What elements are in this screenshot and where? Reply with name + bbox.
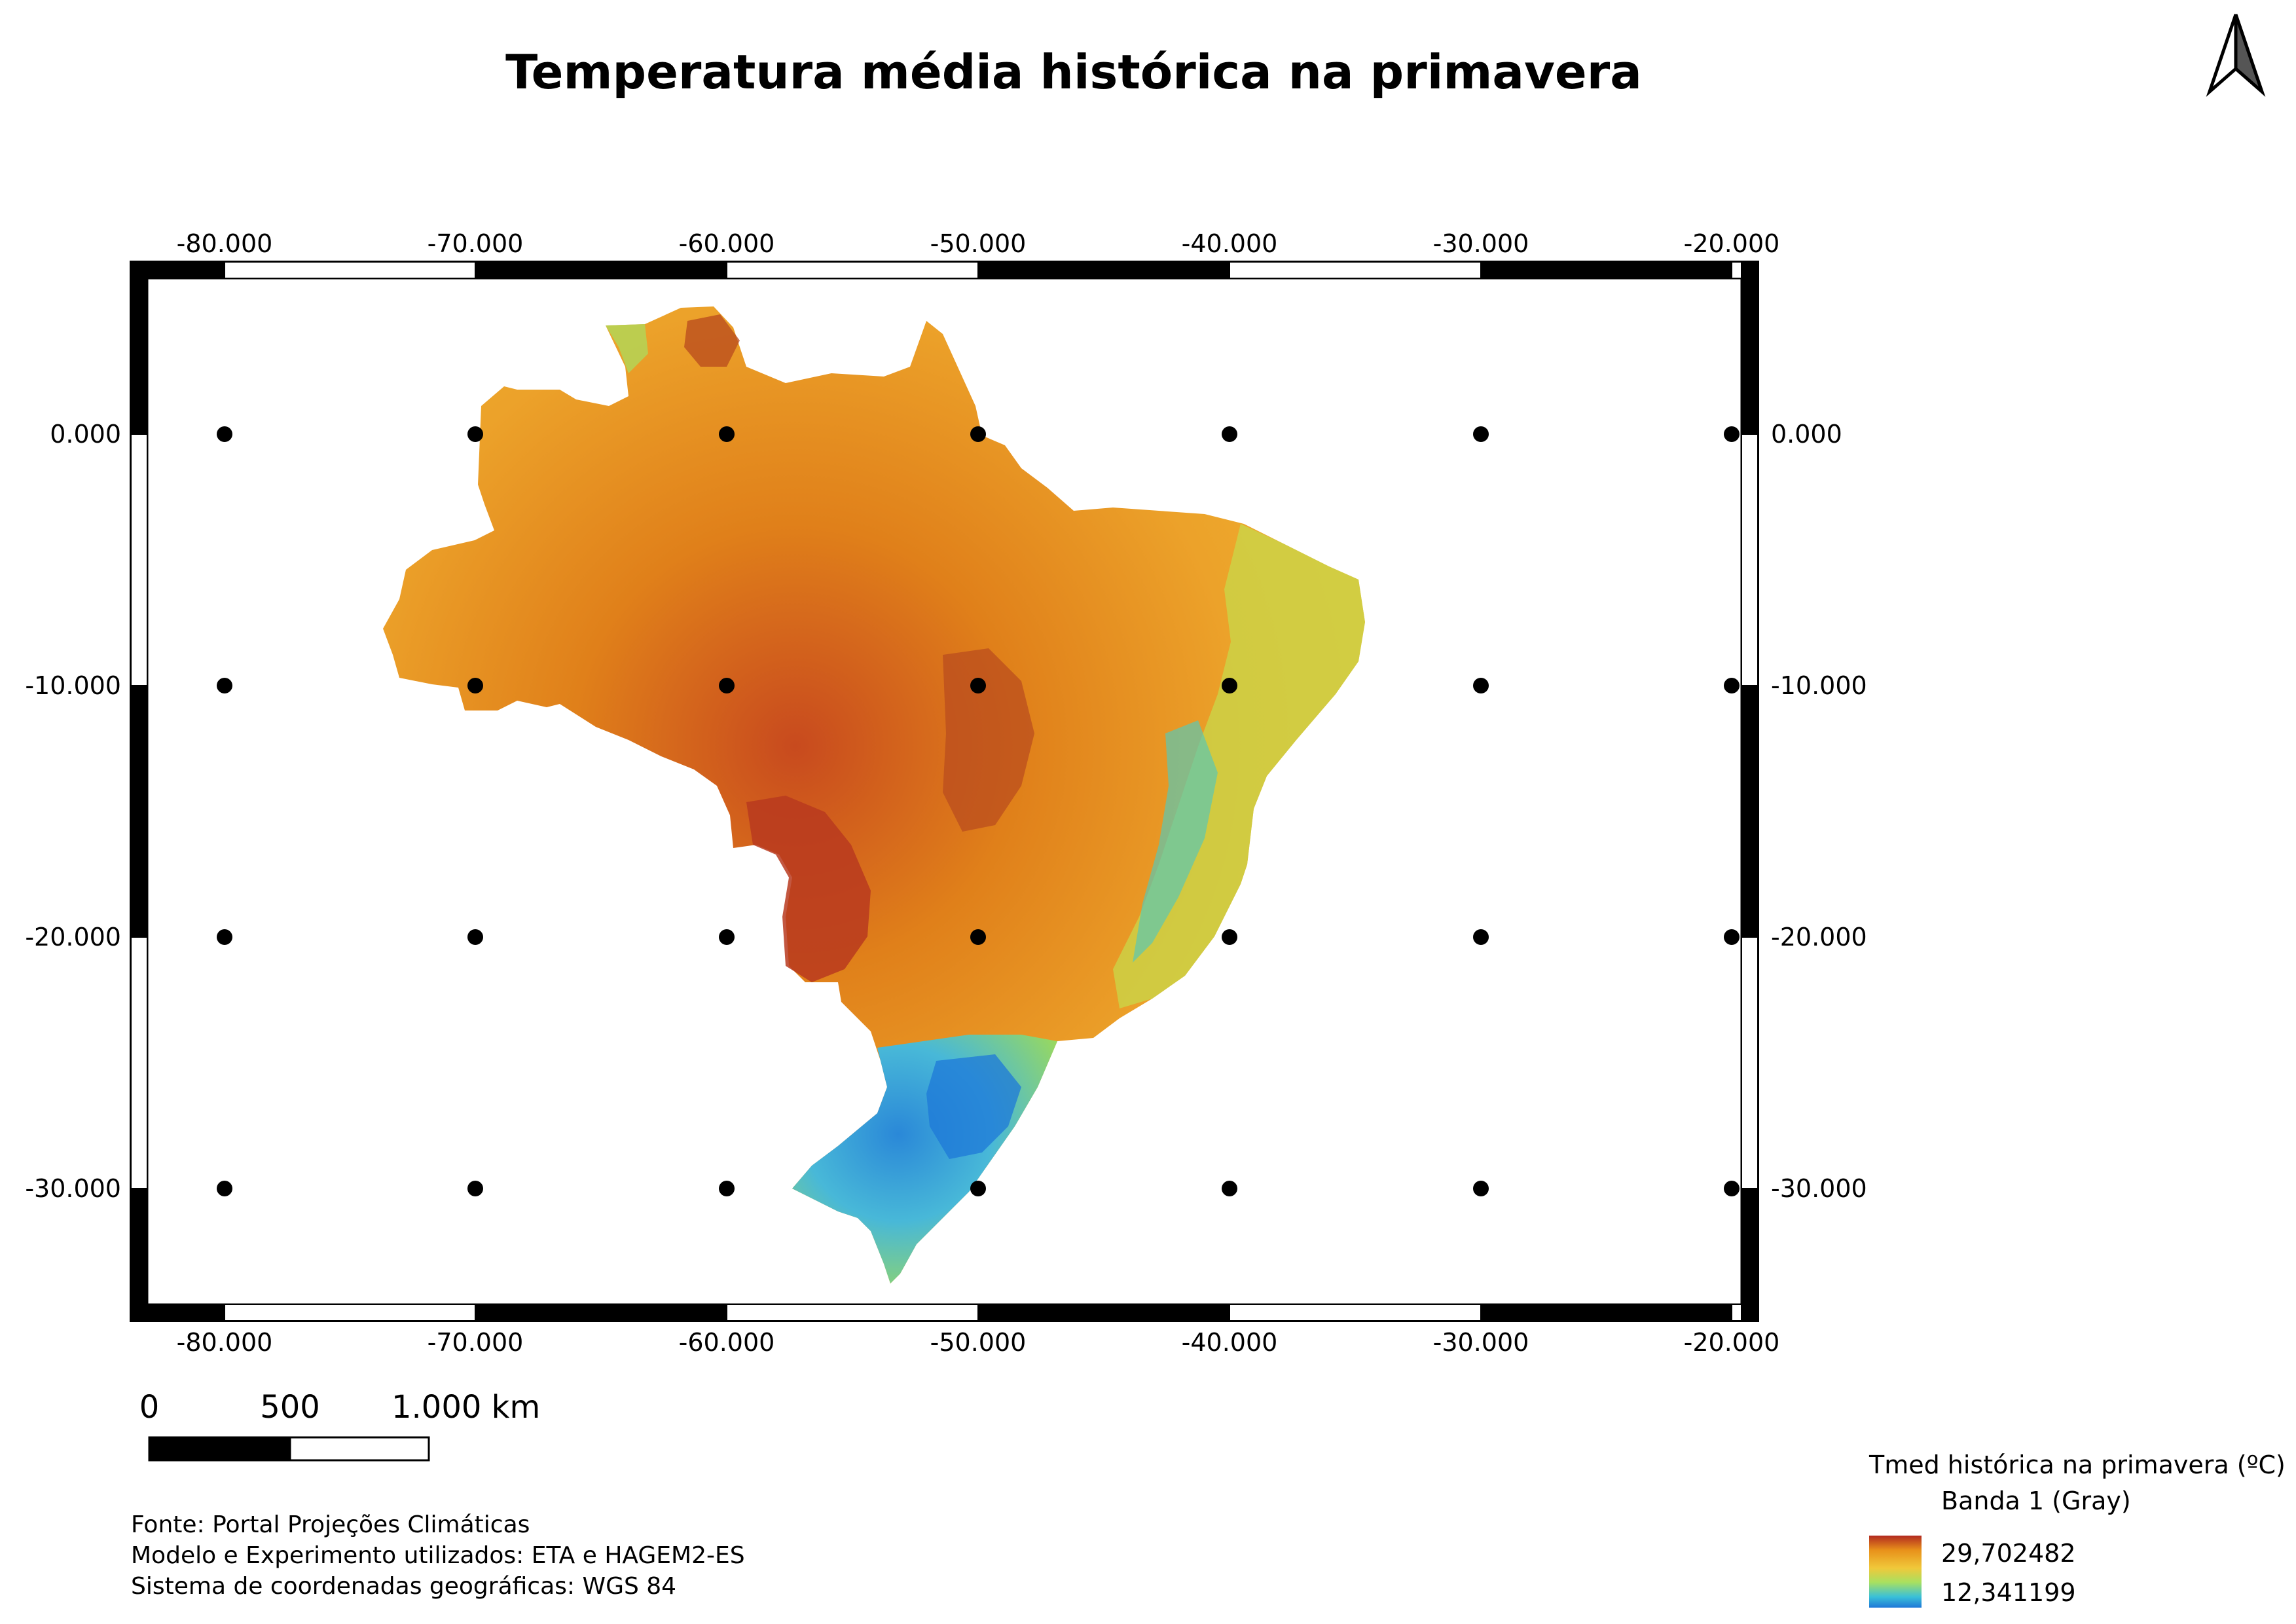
graticule-dot [1222,678,1237,693]
x-tick-label-top: -20.000 [1684,229,1780,258]
y-tick-label-left: 0.000 [50,420,121,449]
frame-segment [130,261,148,435]
x-tick-label-bottom: -50.000 [930,1328,1027,1357]
frame-segment [224,261,476,279]
note-model: Modelo e Experimento utilizados: ETA e H… [131,1542,745,1569]
x-tick-label-top: -70.000 [428,229,524,258]
graticule-dot [217,1181,232,1196]
frame-segment [475,1304,727,1321]
x-tick-label-top: -60.000 [679,229,775,258]
frame-segment [726,261,979,279]
graticule-dot [1222,929,1237,945]
north-arrow-icon [2206,14,2266,98]
source-notes: Fonte: Portal Projeções Climáticas Model… [131,1511,745,1600]
frame-segment [1741,685,1758,938]
frame-segment [1480,1304,1732,1321]
frame-segment [1480,261,1732,279]
graticule-dot [467,929,483,945]
y-tick-label-right: -10.000 [1771,671,1867,700]
graticule-dot [719,426,735,442]
note-crs: Sistema de coordenadas geográficas: WGS … [131,1573,676,1600]
frame-segment [1229,1304,1482,1321]
frame-segment [726,1304,979,1321]
graticule-dot [1724,678,1740,693]
frame-segment [130,1188,148,1321]
graticule-dot [217,426,232,442]
graticule-dot [970,678,986,693]
y-tick-label-left: -10.000 [25,671,121,700]
frame-segment [1741,936,1758,1189]
graticule-dot [1222,1181,1237,1196]
graticule-dot [719,678,735,693]
frame-segment [130,685,148,938]
graticule-dot [970,929,986,945]
legend-color-ramp [1869,1536,1922,1608]
graticule-dot [467,678,483,693]
graticule-dot [217,678,232,693]
frame-segment [130,936,148,1189]
legend-min-label: 12,341199 [1941,1578,2076,1607]
graticule-dot [1724,426,1740,442]
map-title: Temperatura média histórica na primavera [505,45,1642,100]
frame-segment [1741,261,1758,435]
graticule-dot [1222,426,1237,442]
y-tick-label-left: -30.000 [25,1174,121,1203]
graticule-dot [1724,1181,1740,1196]
scale-label-0: 0 [139,1389,160,1426]
legend-band: Banda 1 (Gray) [1941,1486,2131,1515]
graticule-dot [1724,929,1740,945]
legend-title: Tmed histórica na primavera (ºC) [1868,1450,2286,1479]
x-tick-label-bottom: -70.000 [428,1328,524,1357]
graticule-dot [719,929,735,945]
graticule-dot [217,929,232,945]
frame-segment [1741,1188,1758,1321]
x-tick-label-top: -80.000 [177,229,273,258]
scale-label-1000: 1.000 km [392,1389,540,1426]
x-tick-label-bottom: -20.000 [1684,1328,1780,1357]
frame-segment [1229,261,1482,279]
graticule-dot [1473,1181,1489,1196]
graticule-dot [970,1181,986,1196]
note-source: Fonte: Portal Projeções Climáticas [131,1511,530,1538]
graticule-dot [1473,929,1489,945]
y-tick-label-right: -30.000 [1771,1174,1867,1203]
x-tick-label-bottom: -30.000 [1433,1328,1529,1357]
graticule [217,426,1740,1196]
frame-segment [475,261,727,279]
x-tick-label-bottom: -80.000 [177,1328,273,1357]
x-tick-label-top: -30.000 [1433,229,1529,258]
scale-label-500: 500 [260,1389,320,1426]
graticule-dot [1473,426,1489,442]
scale-bar: 0 500 1.000 km [139,1389,540,1462]
frame-segment [977,1304,1230,1321]
graticule-dot [467,426,483,442]
frame-segment [1741,434,1758,686]
y-tick-label-right: -20.000 [1771,923,1867,951]
x-tick-label-bottom: -60.000 [679,1328,775,1357]
coordinate-tick-labels: -80.000 -80.000 -70.000 -70.000 -60.000 -60.0… [25,229,1867,1357]
legend-max-label: 29,702482 [1941,1539,2076,1568]
x-tick-label-top: -50.000 [930,229,1027,258]
y-tick-label-left: -20.000 [25,923,121,951]
graticule-dot [1473,678,1489,693]
x-tick-label-top: -40.000 [1182,229,1278,258]
x-tick-label-bottom: -40.000 [1182,1328,1278,1357]
graticule-dot [467,1181,483,1196]
frame-segment [224,1304,476,1321]
brazil-temperature-raster [383,306,1365,1283]
graticule-dot [970,426,986,442]
frame-segment [977,261,1230,279]
legend: Tmed histórica na primavera (ºC) Banda 1… [1868,1450,2286,1608]
graticule-dot [719,1181,735,1196]
y-tick-label-right: 0.000 [1771,420,1842,449]
frame-segment [130,434,148,686]
